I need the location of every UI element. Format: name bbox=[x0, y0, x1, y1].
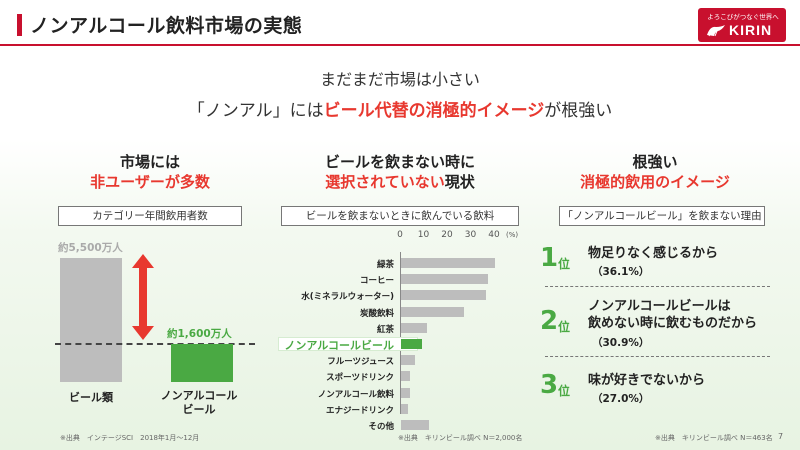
category-label: その他 bbox=[368, 422, 394, 432]
headline-line1: まだまだ市場は小さい bbox=[320, 70, 480, 89]
bar bbox=[401, 371, 411, 382]
rank-divider bbox=[545, 286, 770, 287]
category-label: 水(ミネラルウォーター) bbox=[301, 292, 394, 303]
logo-brand-text: KIRIN bbox=[729, 22, 773, 38]
rank-2-text-line2: 飲めない時に飲むものだから bbox=[588, 316, 758, 331]
category-label: フルーツジュース bbox=[327, 357, 394, 368]
left-caption: カテゴリー年間飲用者数 bbox=[58, 206, 242, 226]
left-source: ※出典 インテージSCI 2018年1月～12月 bbox=[60, 434, 200, 442]
rank-1: 1 位 物足りなく感じるから （36.1%） bbox=[540, 243, 770, 283]
nonalc-value-label: 約1,600万人 bbox=[167, 328, 232, 340]
middle-heading-line1: ビールを飲まない時に bbox=[324, 153, 475, 171]
rank-2-number: 2 bbox=[540, 306, 559, 336]
kirin-logo: よろこびがつなぐ世界へ KIRIN bbox=[698, 8, 786, 42]
headline-line2: 「ノンアル」にはビール代替の消極的イメージが根強い bbox=[0, 96, 800, 121]
right-column-heading: 根強い 消極的飲用のイメージ bbox=[535, 152, 775, 192]
slide-title: ノンアルコール飲料市場の実態 bbox=[30, 15, 303, 37]
title-accent-bar bbox=[17, 14, 22, 36]
rank-3-suffix: 位 bbox=[558, 384, 571, 398]
category-label: スポーツドリンク bbox=[326, 373, 394, 384]
headline-line2-accent: ビール代替の消極的イメージ bbox=[323, 101, 545, 121]
x-tick-label: 20 bbox=[441, 230, 453, 240]
bar bbox=[401, 274, 488, 285]
middle-heading-line2-post: 現状 bbox=[444, 173, 475, 191]
category-label: ノンアルコール飲料 bbox=[317, 389, 394, 400]
nonalc-beer-bar bbox=[171, 344, 233, 382]
x-tick-label: 30 bbox=[464, 230, 477, 240]
user-count-chart: 約5,500万人 約1,600万人 bbox=[55, 240, 255, 400]
bar bbox=[401, 306, 465, 317]
x-tick-label: 10 bbox=[417, 230, 430, 240]
middle-heading-line2-red: 選択されていない bbox=[325, 173, 445, 191]
rank-1-text: 物足りなく感じるから bbox=[588, 246, 719, 261]
headline-line2-pre: 「ノンアル」には bbox=[187, 101, 324, 121]
bar bbox=[401, 258, 495, 268]
rank-1-percent: （36.1%） bbox=[592, 266, 650, 278]
headline-line2-post: が根強い bbox=[544, 101, 613, 121]
category-label: 緑茶 bbox=[376, 260, 394, 270]
bar bbox=[401, 420, 430, 430]
rank-2-text: ノンアルコールビールは 飲めない時に飲むものだから bbox=[588, 298, 757, 332]
category-label: 紅茶 bbox=[376, 324, 394, 335]
bar bbox=[401, 339, 423, 349]
middle-source: ※出典 キリンビール調べ N＝2,000名 bbox=[398, 434, 523, 442]
rank-2-suffix: 位 bbox=[558, 320, 571, 334]
rank-3-number: 3 bbox=[540, 370, 559, 400]
left-column-heading: 市場には 非ユーザーが多数 bbox=[40, 152, 260, 192]
middle-caption: ビールを飲まないときに飲んでいる飲料 bbox=[281, 206, 519, 226]
rank-3-percent: （27.0%） bbox=[592, 393, 650, 405]
nonalc-bar-label: ノンアルコール ビール bbox=[158, 389, 240, 417]
category-label: コーヒー bbox=[359, 276, 394, 287]
page-number: 7 bbox=[778, 432, 784, 441]
right-heading-line1: 根強い bbox=[632, 153, 678, 171]
x-unit-label: (%) bbox=[506, 231, 519, 239]
right-source: ※出典 キリンビール調べ N＝463名 bbox=[655, 434, 773, 442]
nonalc-bar-label-line1: ノンアルコール bbox=[160, 389, 238, 402]
rank-1-number: 1 bbox=[540, 243, 559, 273]
category-label: エナジードリンク bbox=[325, 405, 394, 416]
rank-1-suffix: 位 bbox=[558, 257, 571, 271]
reference-dashed-line bbox=[55, 343, 255, 345]
rank-2: 2 位 ノンアルコールビールは 飲めない時に飲むものだから （30.9%） bbox=[540, 298, 770, 349]
left-heading-line2: 非ユーザーが多数 bbox=[90, 173, 210, 191]
rank-2-text-line1: ノンアルコールビールは bbox=[588, 299, 731, 314]
right-caption: 「ノンアルコールビール」を飲まない理由 bbox=[559, 206, 765, 226]
nonalc-bar-label-line2: ビール bbox=[182, 403, 216, 416]
rank-3-text: 味が好きでないから bbox=[588, 373, 706, 388]
double-arrow-icon bbox=[132, 254, 154, 340]
slide-header: ノンアルコール飲料市場の実態 よろこびがつなぐ世界へ KIRIN bbox=[0, 0, 800, 46]
bar bbox=[401, 387, 411, 398]
rank-divider bbox=[545, 356, 770, 357]
alternative-drinks-chart: 0 10 20 30 40 (%) 緑茶コーヒー水(ミネラルウォーター) 炭酸飲料紅茶ノンアル… bbox=[270, 230, 525, 432]
bar bbox=[401, 403, 409, 414]
beer-value-label: 約5,500万人 bbox=[58, 242, 123, 254]
bar bbox=[401, 322, 427, 333]
right-heading-line2: 消極的飲用のイメージ bbox=[580, 173, 730, 191]
x-tick-label: 40 bbox=[488, 230, 500, 240]
bar bbox=[401, 290, 486, 301]
right-caption-pre: 「ノンアルコールビール」を飲まない bbox=[562, 210, 741, 222]
beer-bar-label: ビール類 bbox=[69, 391, 113, 404]
beer-bar bbox=[60, 258, 122, 382]
logo-tagline: よろこびがつなぐ世界へ bbox=[707, 13, 779, 21]
bar bbox=[401, 355, 416, 366]
category-label: 炭酸飲料 bbox=[359, 308, 394, 319]
category-label: ノンアルコールビール bbox=[284, 339, 394, 352]
rank-2-percent: （30.9%） bbox=[592, 337, 650, 349]
y-axis-line bbox=[400, 252, 401, 414]
right-caption-post: 理由 bbox=[740, 210, 762, 222]
left-heading-line1: 市場には bbox=[119, 153, 180, 171]
middle-column-heading: ビールを飲まない時に 選択されていない現状 bbox=[290, 152, 510, 192]
rank-3: 3 位 味が好きでないから （27.0%） bbox=[540, 370, 770, 410]
x-tick-label: 0 bbox=[397, 230, 403, 240]
kirin-mark-icon bbox=[707, 25, 725, 37]
